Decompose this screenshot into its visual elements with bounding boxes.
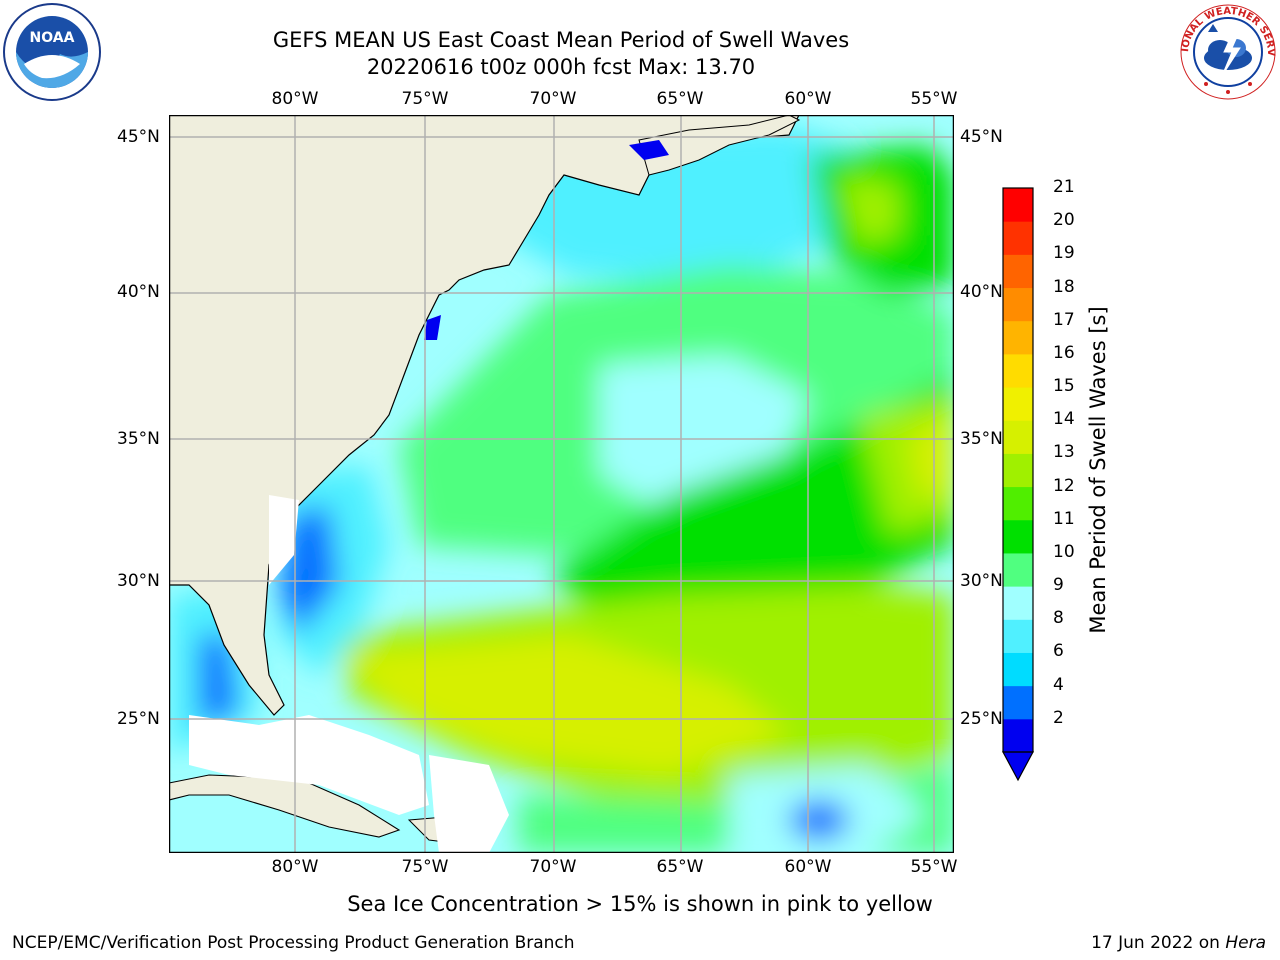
lat-label-right: 25°N: [960, 709, 1003, 729]
colorbar-bin: [1003, 287, 1033, 322]
colorbar-tick-label: 13: [1053, 442, 1075, 463]
colorbar-bin: [1003, 188, 1033, 222]
colorbar-bin: [1003, 353, 1033, 388]
lat-label-right: 40°N: [960, 282, 1003, 302]
lat-label-left: 35°N: [117, 429, 160, 449]
colorbar-bin: [1003, 486, 1033, 521]
colorbar-extend-arrow: [1001, 751, 1035, 782]
lon-label-bottom: 65°W: [656, 857, 704, 877]
colorbar-tick-label: 9: [1053, 575, 1064, 596]
colorbar-tick-label: 6: [1053, 641, 1064, 662]
colorbar-tick-label: 2: [1053, 707, 1064, 728]
colorbar-bin: [1003, 453, 1033, 488]
colorbar-bin: [1003, 519, 1033, 554]
map-frame: [169, 115, 954, 853]
colorbar-tick-label: 19: [1053, 243, 1075, 264]
colorbar-tick-label: 21: [1053, 177, 1075, 197]
map-panel: [169, 115, 954, 853]
missing-data-area-2: [429, 755, 509, 853]
credit-text: NCEP/EMC/Verification Post Processing Pr…: [12, 933, 575, 953]
machine-name: Hera: [1225, 933, 1266, 953]
missing-data-area-3: [269, 495, 299, 585]
lat-label-right: 45°N: [960, 127, 1003, 147]
swell-period-field: [169, 125, 954, 853]
lon-label-top: 75°W: [401, 89, 449, 109]
colorbar-tick-label: 20: [1053, 210, 1075, 231]
lon-label-bottom: 55°W: [910, 857, 958, 877]
colorbar-tick-label: 18: [1053, 276, 1075, 297]
colorbar-bin: [1003, 718, 1033, 753]
colorbar-bin: [1003, 254, 1033, 289]
noaa-logo: NOAA: [3, 3, 101, 101]
colorbar-bin: [1003, 685, 1033, 720]
sea-ice-note: Sea Ice Concentration > 15% is shown in …: [347, 892, 933, 916]
lon-label-top: 70°W: [529, 89, 577, 109]
nws-logo: NATIONAL WEATHER SERVICE: [1178, 2, 1276, 100]
colorbar-bin: [1003, 652, 1033, 687]
colorbar-tick-label: 17: [1053, 309, 1075, 330]
date-value: 17 Jun 2022 on: [1091, 933, 1220, 953]
colorbar-tick-label: 16: [1053, 342, 1075, 363]
lat-label-left: 45°N: [117, 127, 160, 147]
lat-label-right: 30°N: [960, 571, 1003, 591]
colorbar-tick-label: 8: [1053, 608, 1064, 629]
colorbar-frame: [1002, 187, 1034, 753]
lon-label-top: 80°W: [271, 89, 319, 109]
lon-label-bottom: 80°W: [271, 857, 319, 877]
chart-title: GEFS MEAN US East Coast Mean Period of S…: [272, 28, 850, 52]
colorbar-bin: [1003, 221, 1033, 255]
noaa-logo-text: NOAA: [30, 30, 75, 46]
colorbar-bin: [1003, 586, 1033, 620]
colorbar-tick-label: 14: [1053, 409, 1075, 430]
colorbar-tick-label: 12: [1053, 475, 1075, 496]
colorbar-title: Mean Period of Swell Waves [s]: [1086, 306, 1110, 634]
lat-label-left: 30°N: [117, 571, 160, 591]
maritimes-land: [638, 115, 801, 176]
colorbar-bin: [1003, 420, 1033, 454]
lat-label-right: 35°N: [960, 429, 1003, 449]
lat-label-left: 40°N: [117, 282, 160, 302]
graticule: [169, 115, 954, 853]
colorbar-tick-label: 15: [1053, 376, 1075, 397]
lon-label-bottom: 60°W: [784, 857, 832, 877]
colorbar-bin: [1003, 387, 1033, 421]
lon-label-bottom: 70°W: [529, 857, 577, 877]
lon-label-top: 60°W: [784, 89, 832, 109]
missing-data-area: [189, 715, 429, 815]
colorbar-bin: [1003, 619, 1033, 653]
colorbar-bin: [1003, 552, 1033, 587]
lon-label-bottom: 75°W: [401, 857, 449, 877]
colorbar-tick-label: 4: [1053, 674, 1064, 695]
colorbar: [1001, 187, 1035, 782]
lon-label-top: 65°W: [656, 89, 704, 109]
colorbar-tick-label: 11: [1053, 508, 1075, 529]
lon-label-top: 55°W: [910, 89, 958, 109]
colorbar-bin: [1003, 320, 1033, 355]
lat-label-left: 25°N: [117, 709, 160, 729]
chart-subtitle: 20220616 t00z 000h fcst Max: 13.70: [366, 55, 756, 79]
date-text: 17 Jun 2022 on Hera: [1091, 933, 1266, 953]
colorbar-tick-label: 10: [1053, 541, 1075, 562]
